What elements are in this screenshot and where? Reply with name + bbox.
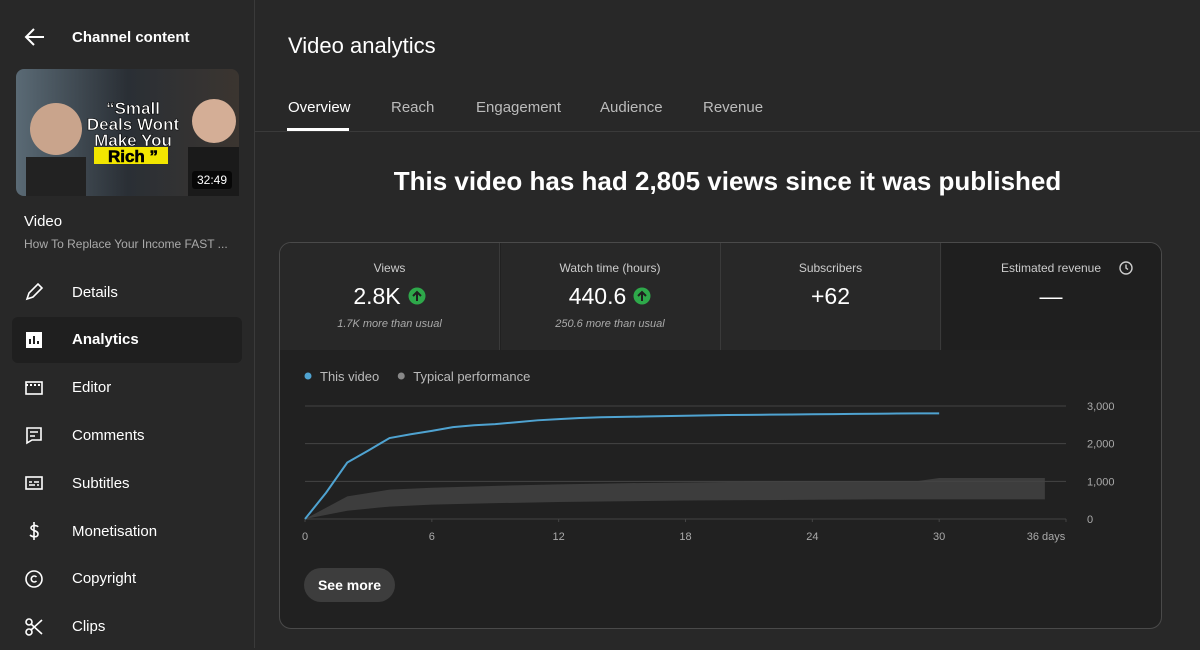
nav-label: Copyright	[72, 570, 137, 588]
page-title: Video analytics	[288, 33, 436, 58]
tab[interactable]: Engagement	[476, 99, 562, 116]
tab[interactable]: Overview	[288, 99, 351, 116]
nav-label: Comments	[72, 426, 145, 444]
y-tick-label: 3,000	[1087, 401, 1115, 413]
y-tick-label: 0	[1087, 514, 1093, 526]
nav-icon	[25, 380, 43, 395]
x-tick-label: 18	[679, 531, 691, 543]
x-tick-label: 36 days	[1027, 531, 1066, 543]
metric-tile[interactable]: Subscribers +62	[721, 243, 941, 350]
metric-label: Watch time (hours)	[559, 261, 661, 275]
metric-number: —	[1039, 283, 1063, 309]
nav-label: Subtitles	[72, 474, 130, 492]
nav-item[interactable]: Copyright	[12, 556, 242, 602]
legend-label[interactable]: Typical performance	[413, 369, 530, 384]
legend-marker	[397, 372, 405, 380]
thumbnail-caption: Rich ”	[108, 147, 158, 166]
nav-icon	[25, 569, 43, 588]
nav-icon	[25, 617, 43, 636]
headline: This video has had 2,805 views since it …	[393, 166, 1062, 196]
nav-item[interactable]: Comments	[12, 412, 242, 458]
x-tick-label: 12	[553, 531, 565, 543]
metric-number: +62	[810, 283, 850, 309]
info-icon	[1118, 261, 1133, 275]
divider	[255, 131, 1200, 132]
see-more-button[interactable]: See more	[304, 568, 395, 602]
nav-icon	[26, 427, 42, 445]
x-tick-label: 6	[429, 531, 435, 543]
nav-item[interactable]: Subtitles	[12, 460, 242, 506]
metric-value: 2.8K	[280, 283, 499, 310]
metric-value: +62	[721, 283, 940, 310]
back-icon[interactable]	[24, 27, 46, 47]
nav-item[interactable]: Editor	[12, 365, 242, 411]
video-label: Video	[24, 213, 63, 230]
x-tick-label: 30	[933, 531, 945, 543]
nav-label: Details	[72, 283, 118, 301]
tab[interactable]: Reach	[391, 99, 435, 116]
nav-item[interactable]: Details	[12, 269, 242, 315]
y-tick-label: 1,000	[1087, 476, 1115, 488]
chart: 0 1,000 2,000 3,000 0 6 12 18 24 30 36 days This vi…	[302, 369, 1115, 543]
nav-label: Analytics	[72, 331, 139, 349]
thumbnail-caption: “Small	[106, 99, 160, 118]
nav-item[interactable]: Clips	[12, 604, 242, 650]
tab-indicator	[287, 128, 349, 131]
metric-value: 440.6	[501, 283, 720, 310]
metric-value: —	[942, 283, 1161, 310]
typical-band	[305, 477, 1045, 519]
nav-icon	[26, 331, 42, 348]
nav-icon	[25, 476, 43, 490]
legend-marker	[304, 372, 312, 380]
metric-label: Subscribers	[798, 261, 863, 275]
series-line	[304, 412, 940, 520]
x-tick-label: 24	[806, 531, 818, 543]
duration: 32:49	[197, 173, 227, 187]
y-tick-label: 2,000	[1087, 439, 1115, 451]
sidebar: Channel content “Small Deals Wont Make You…	[0, 0, 255, 648]
metric-number: 2.8K	[353, 283, 401, 309]
nav-icon	[25, 282, 44, 301]
back-label[interactable]: Channel content	[72, 29, 190, 46]
metric-number: 440.6	[568, 283, 627, 309]
x-tick-label: 0	[302, 531, 308, 543]
metric-note: 250.6 more than usual	[555, 318, 665, 330]
tab[interactable]: Revenue	[703, 99, 764, 116]
nav-item[interactable]: Monetisation	[12, 508, 242, 554]
nav-label: Editor	[72, 379, 112, 397]
video-title: How To Replace Your Income FAST ...	[24, 237, 228, 251]
nav-label: Clips	[72, 618, 106, 636]
thumbnail-caption: Make You	[94, 131, 172, 150]
metric-label: Views	[373, 261, 406, 275]
legend-label[interactable]: This video	[320, 369, 379, 384]
metric-tile[interactable]: Estimated revenue —	[941, 243, 1161, 350]
nav-icon	[29, 522, 39, 540]
nav-label: Monetisation	[72, 522, 158, 540]
metric-label: Estimated revenue	[1000, 261, 1102, 275]
metric-tile[interactable]: Views 2.8K 1.7K more than usual	[280, 243, 500, 350]
up-arrow-icon	[633, 287, 651, 305]
up-arrow-icon	[408, 287, 426, 305]
card: Views 2.8K 1.7K more than usual Watch time …	[279, 242, 1162, 629]
thumbnail-caption: Deals Wont	[87, 115, 180, 134]
metric-note: 1.7K more than usual	[337, 318, 442, 330]
metric-tile[interactable]: Watch time (hours) 440.6 250.6 more than u…	[500, 243, 721, 350]
nav-item[interactable]: Analytics	[12, 316, 242, 363]
tab[interactable]: Audience	[600, 99, 663, 116]
